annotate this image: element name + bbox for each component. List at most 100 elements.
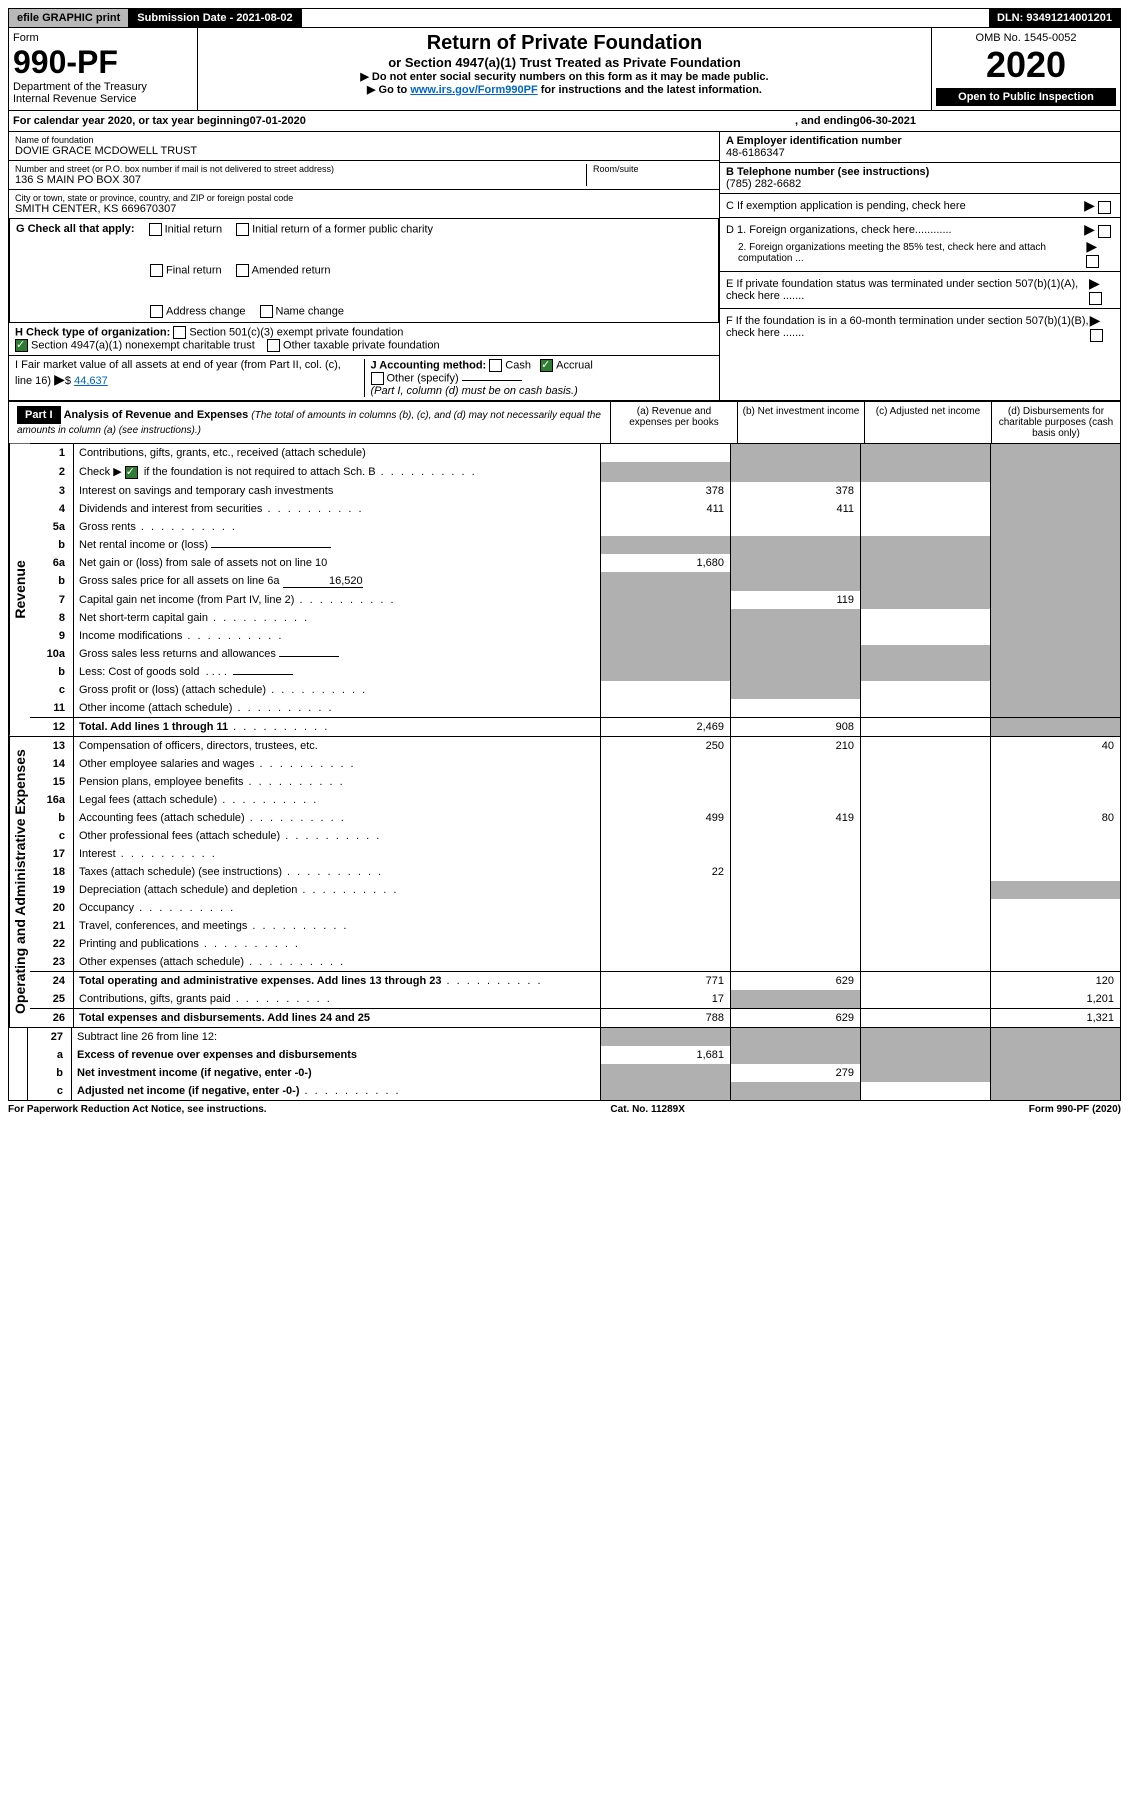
row-17: Interest — [74, 845, 601, 863]
row-16b: Accounting fees (attach schedule) — [74, 809, 601, 827]
col-a-head: (a) Revenue and expenses per books — [610, 402, 737, 443]
instr-1: ▶ Do not enter social security numbers o… — [202, 70, 927, 83]
efile-label: efile GRAPHIC print — [9, 9, 129, 27]
row-12: Total. Add lines 1 through 11 — [74, 717, 601, 736]
e-checkbox[interactable] — [1089, 292, 1102, 305]
revenue-label: Revenue — [9, 444, 30, 736]
instr-2: ▶ Go to www.irs.gov/Form990PF for instru… — [202, 83, 927, 96]
form-subtitle: or Section 4947(a)(1) Trust Treated as P… — [202, 55, 927, 70]
h-501c3-checkbox[interactable] — [173, 326, 186, 339]
c-checkbox[interactable] — [1098, 201, 1111, 214]
row-20: Occupancy — [74, 899, 601, 917]
name-label: Name of foundation — [15, 135, 713, 145]
expenses-label: Operating and Administrative Expenses — [9, 737, 30, 1027]
open-public: Open to Public Inspection — [936, 88, 1116, 106]
dept: Department of the Treasury — [13, 81, 193, 93]
row-2: Check ▶ if the foundation is not require… — [74, 462, 601, 482]
row-13: Compensation of officers, directors, tru… — [74, 737, 601, 755]
dln: DLN: 93491214001201 — [989, 9, 1120, 27]
section-h: H Check type of organization: Section 50… — [9, 323, 719, 356]
city-label: City or town, state or province, country… — [15, 193, 713, 203]
g-final-checkbox[interactable] — [150, 264, 163, 277]
j-accrual-checkbox[interactable] — [540, 359, 553, 372]
row-16a: Legal fees (attach schedule) — [74, 791, 601, 809]
d1-checkbox[interactable] — [1098, 225, 1111, 238]
section-g: G Check all that apply: Initial return I… — [9, 219, 719, 323]
f-label: F If the foundation is in a 60-month ter… — [726, 315, 1090, 339]
ein: 48-6186347 — [726, 147, 785, 159]
form-number: 990-PF — [13, 44, 193, 81]
d2-label: 2. Foreign organizations meeting the 85%… — [726, 242, 1086, 264]
row-15: Pension plans, employee benefits — [74, 773, 601, 791]
e-label: E If private foundation status was termi… — [726, 278, 1089, 302]
part1-label: Part I — [17, 406, 61, 424]
col-c-head: (c) Adjusted net income — [864, 402, 991, 443]
row-10a: Gross sales less returns and allowances — [74, 645, 601, 663]
schb-checkbox[interactable] — [125, 466, 138, 479]
revenue-section: Revenue 1Contributions, gifts, grants, e… — [8, 444, 1121, 737]
d1-label: D 1. Foreign organizations, check here..… — [726, 224, 952, 236]
row-18: Taxes (attach schedule) (see instruction… — [74, 863, 601, 881]
row-7: Capital gain net income (from Part IV, l… — [74, 591, 601, 609]
row-8: Net short-term capital gain — [74, 609, 601, 627]
part1-title: Analysis of Revenue and Expenses — [64, 409, 249, 421]
g-initial-public-checkbox[interactable] — [236, 223, 249, 236]
address: 136 S MAIN PO BOX 307 — [15, 174, 586, 186]
entity-info: Name of foundation DOVIE GRACE MCDOWELL … — [8, 132, 1121, 401]
row-25: Contributions, gifts, grants paid — [74, 990, 601, 1009]
phone: (785) 282-6682 — [726, 178, 801, 190]
row-23: Other expenses (attach schedule) — [74, 953, 601, 972]
row-16c: Other professional fees (attach schedule… — [74, 827, 601, 845]
row-5a: Gross rents — [74, 518, 601, 536]
submission-date: Submission Date - 2021-08-02 — [129, 9, 301, 27]
j-note: (Part I, column (d) must be on cash basi… — [371, 385, 578, 397]
foundation-name: DOVIE GRACE MCDOWELL TRUST — [15, 145, 713, 157]
irs: Internal Revenue Service — [13, 93, 193, 105]
row-5b: Net rental income or (loss) — [74, 536, 601, 554]
form-title: Return of Private Foundation — [202, 32, 927, 55]
i-value[interactable]: 44,637 — [74, 375, 108, 387]
row-19: Depreciation (attach schedule) and deple… — [74, 881, 601, 899]
row-24: Total operating and administrative expen… — [74, 971, 601, 990]
footer-right: Form 990-PF (2020) — [1029, 1104, 1121, 1115]
row-6b: Gross sales price for all assets on line… — [74, 572, 601, 591]
irs-link[interactable]: www.irs.gov/Form990PF — [410, 84, 537, 96]
row-27c: Adjusted net income (if negative, enter … — [72, 1082, 601, 1100]
row-10b: Less: Cost of goods sold . . . . — [74, 663, 601, 681]
row-26: Total expenses and disbursements. Add li… — [74, 1008, 601, 1027]
row-27a: Excess of revenue over expenses and disb… — [72, 1046, 601, 1064]
footer-mid: Cat. No. 11289X — [610, 1104, 684, 1115]
f-checkbox[interactable] — [1090, 329, 1103, 342]
row-11: Other income (attach schedule) — [74, 699, 601, 718]
g-amended-checkbox[interactable] — [236, 264, 249, 277]
addr-label: Number and street (or P.O. box number if… — [15, 164, 586, 174]
h-other-checkbox[interactable] — [267, 339, 280, 352]
row-21: Travel, conferences, and meetings — [74, 917, 601, 935]
row-14: Other employee salaries and wages — [74, 755, 601, 773]
row-1: Contributions, gifts, grants, etc., rece… — [74, 444, 601, 462]
h-4947-checkbox[interactable] — [15, 339, 28, 352]
year-begin: 07-01-2020 — [250, 115, 306, 127]
room-label: Room/suite — [593, 164, 713, 174]
expenses-section: Operating and Administrative Expenses 13… — [8, 737, 1121, 1028]
calendar-year-row: For calendar year 2020, or tax year begi… — [8, 111, 1121, 132]
row-22: Printing and publications — [74, 935, 601, 953]
g-name-checkbox[interactable] — [260, 305, 273, 318]
page-footer: For Paperwork Reduction Act Notice, see … — [8, 1101, 1121, 1118]
row-3: Interest on savings and temporary cash i… — [74, 482, 601, 500]
j-cash-checkbox[interactable] — [489, 359, 502, 372]
d2-checkbox[interactable] — [1086, 255, 1099, 268]
row-9: Income modifications — [74, 627, 601, 645]
g-initial-checkbox[interactable] — [149, 223, 162, 236]
a-label: A Employer identification number — [726, 135, 902, 147]
header-center: Return of Private Foundation or Section … — [198, 28, 932, 110]
b-label: B Telephone number (see instructions) — [726, 166, 929, 178]
form-header: Form 990-PF Department of the Treasury I… — [8, 28, 1121, 111]
part1-header: Part I Analysis of Revenue and Expenses … — [8, 401, 1121, 444]
footer-left: For Paperwork Reduction Act Notice, see … — [8, 1104, 267, 1115]
tax-year: 2020 — [936, 44, 1116, 86]
g-address-checkbox[interactable] — [150, 305, 163, 318]
col-d-head: (d) Disbursements for charitable purpose… — [991, 402, 1120, 443]
net-section: 27Subtract line 26 from line 12: aExcess… — [8, 1028, 1121, 1101]
j-other-checkbox[interactable] — [371, 372, 384, 385]
